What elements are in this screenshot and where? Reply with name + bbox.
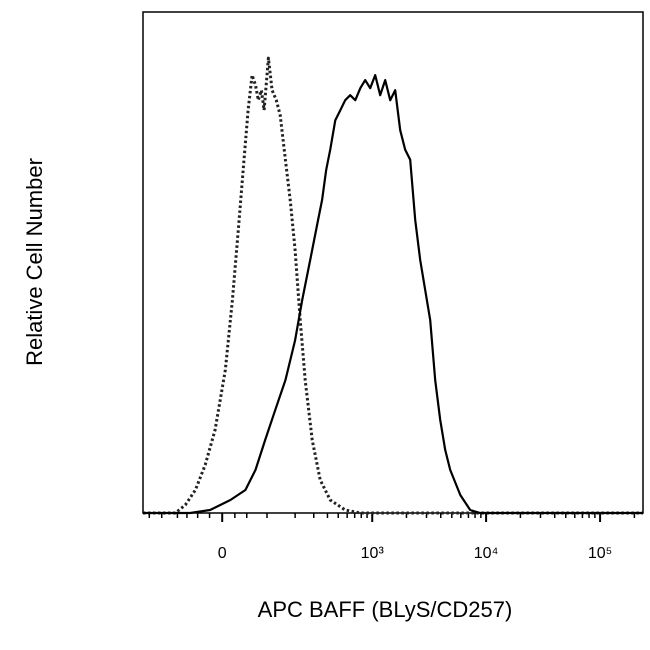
y-axis-label: Relative Cell Number: [22, 158, 47, 366]
x-axis-label: APC BAFF (BLyS/CD257): [258, 597, 513, 622]
x-tick-label: 10⁴: [474, 545, 499, 562]
x-tick-label: 10⁵: [588, 545, 612, 562]
histogram-line: [143, 56, 643, 515]
histogram-line: [143, 74, 643, 515]
plot-frame: [142, 11, 644, 514]
x-tick-label: 0: [218, 545, 227, 562]
x-tick-label: 10³: [361, 545, 385, 562]
